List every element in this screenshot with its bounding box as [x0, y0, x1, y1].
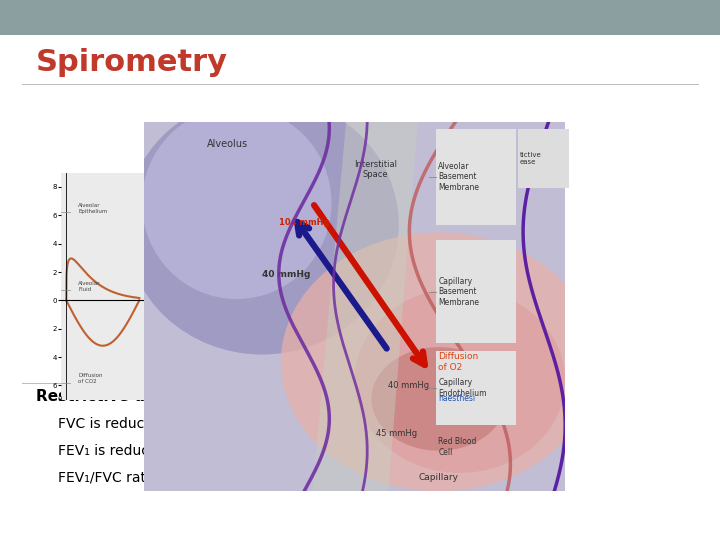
- Text: 104 mmHg: 104 mmHg: [279, 218, 329, 227]
- Bar: [436, 240, 516, 343]
- Text: 40 mmHg: 40 mmHg: [388, 381, 429, 390]
- Bar: [436, 351, 516, 425]
- Text: Diffusion
of CO2: Diffusion of CO2: [78, 373, 103, 384]
- Ellipse shape: [125, 96, 399, 355]
- Bar: [436, 129, 516, 225]
- Text: FEV₁/FVC ratio is normal or increased: FEV₁/FVC ratio is normal or increased: [58, 471, 317, 485]
- Text: FEV₁ is reduced in proportion or slightly: FEV₁ is reduced in proportion or slightl…: [58, 444, 333, 458]
- Text: Alveolar
Fluid: Alveolar Fluid: [78, 281, 101, 292]
- Text: Diffusion
of O2: Diffusion of O2: [438, 352, 479, 372]
- Text: Capillary: Capillary: [419, 473, 459, 482]
- Text: FVC is reduced: FVC is reduced: [58, 417, 161, 431]
- Ellipse shape: [372, 347, 506, 451]
- Text: 45 mmHg: 45 mmHg: [376, 429, 417, 438]
- Text: naesthesi: naesthesi: [438, 394, 475, 403]
- Text: tictive
ease: tictive ease: [520, 152, 541, 165]
- Text: Alveolus: Alveolus: [207, 139, 248, 150]
- Bar: [518, 129, 569, 188]
- Text: Capillary
Basement
Membrane: Capillary Basement Membrane: [438, 277, 480, 307]
- Text: 40 mmHg: 40 mmHg: [262, 270, 310, 279]
- Text: Spirometry: Spirometry: [36, 48, 228, 77]
- Ellipse shape: [142, 107, 331, 299]
- Text: Restrictive defect: Restrictive defect: [36, 389, 189, 404]
- Text: 0: 0: [58, 396, 62, 402]
- Text: Alveolar
Epithelium: Alveolar Epithelium: [78, 203, 108, 214]
- Text: Interstitial
Space: Interstitial Space: [354, 160, 397, 179]
- Ellipse shape: [281, 232, 597, 491]
- Text: Red Blood
Cell: Red Blood Cell: [438, 437, 477, 457]
- Text: Capillary
Endothelium: Capillary Endothelium: [438, 378, 487, 397]
- Bar: [0, 0, 720, 35]
- Text: Alveolar
Basement
Membrane: Alveolar Basement Membrane: [438, 162, 480, 192]
- Polygon shape: [312, 122, 418, 491]
- Ellipse shape: [354, 288, 565, 473]
